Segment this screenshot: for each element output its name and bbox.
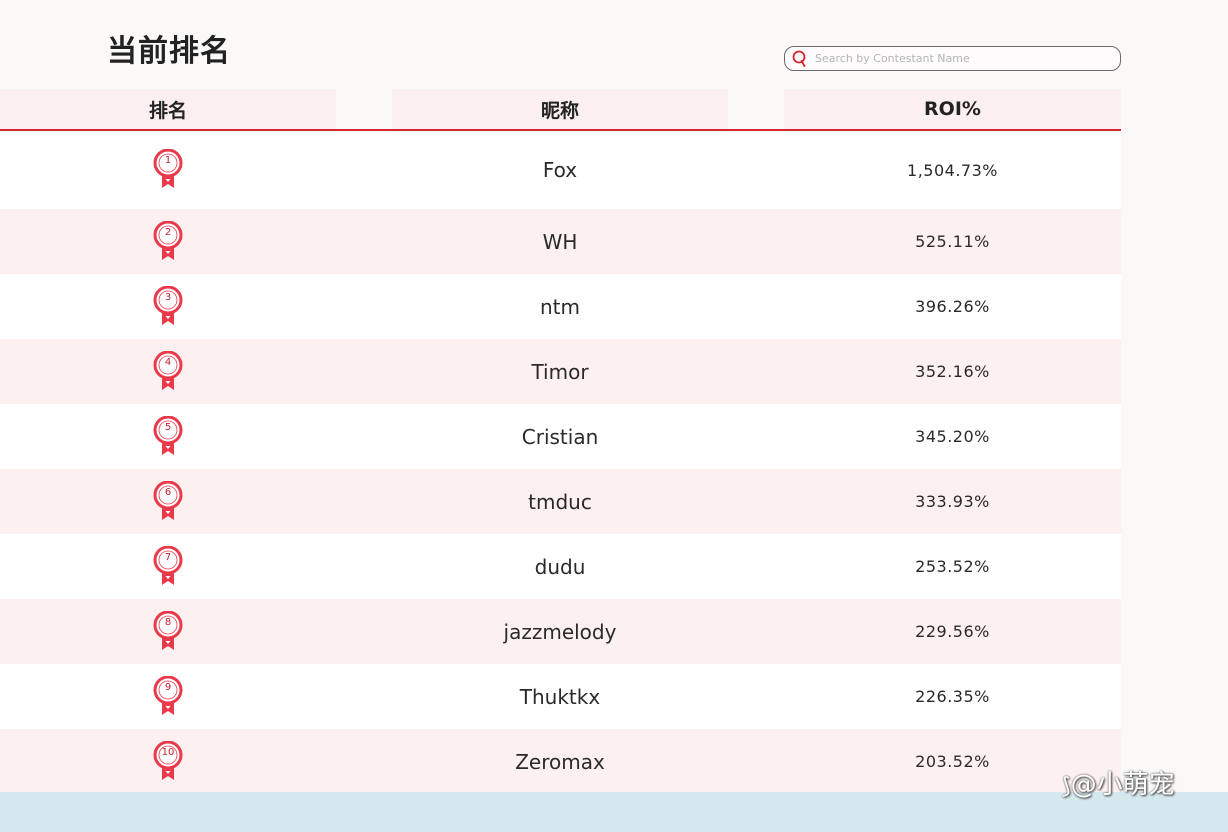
contestant-name: Fox — [542, 158, 578, 182]
contestant-name: Cristian — [521, 424, 599, 449]
search-icon — [792, 50, 806, 67]
medal-ribbon-icon: 5 — [152, 415, 184, 458]
rank-number: 3 — [164, 291, 172, 303]
medal-ribbon-icon: 4 — [152, 350, 184, 393]
rank-cell: 6 — [0, 469, 336, 534]
contestant-name: ntm — [540, 294, 580, 319]
table-row[interactable]: 9 Thuktkx 226.35% — [0, 664, 1121, 729]
rank-cell: 2 — [0, 209, 336, 274]
table-row[interactable]: 6 tmduc 333.93% — [0, 469, 1121, 534]
rank-cell: 7 — [0, 534, 336, 599]
contestant-name: Thuktkx — [519, 684, 601, 709]
table-row[interactable]: 4 Timor 352.16% — [0, 339, 1121, 404]
rank-number: 2 — [164, 226, 172, 238]
table-row[interactable]: 10 Zeromax 203.52% — [0, 729, 1121, 794]
rank-number: 7 — [164, 551, 172, 563]
search-box[interactable] — [784, 46, 1121, 71]
rank-number: 8 — [164, 616, 172, 628]
rank-number: 1 — [164, 155, 172, 166]
watermark: ⟆@小萌宠 — [1062, 764, 1175, 801]
rank-cell: 10 — [0, 729, 336, 794]
contestant-name: jazzmelody — [503, 619, 617, 644]
rank-cell: 5 — [0, 404, 336, 469]
header-roi[interactable]: ROI% — [784, 89, 1121, 129]
rank-number: 5 — [164, 421, 172, 433]
medal-ribbon-icon: 10 — [152, 740, 184, 783]
bottom-band — [0, 792, 1228, 832]
medal-ribbon-icon: 9 — [152, 675, 184, 718]
medal-ribbon-icon: 6 — [152, 480, 184, 523]
contestant-name: WH — [542, 229, 578, 254]
table-header: 排名 昵称 ROI% — [0, 89, 1121, 131]
roi-value: 229.56% — [915, 622, 990, 641]
table-row[interactable]: 5 Cristian 345.20% — [0, 404, 1121, 469]
page-title: 当前排名 — [107, 34, 231, 69]
medal-ribbon-icon: 2 — [152, 220, 184, 263]
roi-value: 253.52% — [915, 557, 990, 576]
roi-value: 396.26% — [915, 297, 990, 316]
medal-ribbon-icon: 3 — [152, 285, 184, 328]
rank-cell: 3 — [0, 274, 336, 339]
rank-cell: 4 — [0, 339, 336, 404]
table-row[interactable]: 1 Fox 1,504.73% — [0, 131, 1121, 209]
roi-value: 226.35% — [915, 687, 990, 706]
header-divider — [0, 129, 1121, 131]
table-row[interactable]: 3 ntm 396.26% — [0, 274, 1121, 339]
contestant-name: Zeromax — [515, 749, 605, 774]
ranking-table: 1 Fox 1,504.73% 2 WH 525.11% 3 ntm 396.2… — [0, 131, 1121, 794]
table-row[interactable]: 7 dudu 253.52% — [0, 534, 1121, 599]
medal-ribbon-icon: 7 — [152, 545, 184, 588]
contestant-name: tmduc — [528, 489, 592, 514]
roi-value: 333.93% — [915, 492, 990, 511]
roi-value: 352.16% — [915, 362, 990, 381]
header-rank[interactable]: 排名 — [0, 89, 336, 129]
table-row[interactable]: 2 WH 525.11% — [0, 209, 1121, 274]
rank-number: 9 — [164, 681, 172, 693]
roi-value: 203.52% — [915, 752, 990, 771]
rank-number: 10 — [161, 746, 175, 758]
zhihu-logo-icon: ⟆ — [1062, 774, 1071, 799]
watermark-text: @小萌宠 — [1070, 770, 1175, 800]
medal-ribbon-icon: 8 — [152, 610, 184, 653]
medal-ribbon-icon: 1 — [152, 149, 184, 191]
contestant-name: dudu — [534, 554, 586, 579]
rank-number: 6 — [164, 486, 172, 498]
roi-value: 525.11% — [915, 232, 990, 251]
table-row[interactable]: 8 jazzmelody 229.56% — [0, 599, 1121, 664]
rank-cell: 8 — [0, 599, 336, 664]
roi-value: 1,504.73% — [907, 160, 998, 180]
header-name[interactable]: 昵称 — [392, 89, 728, 129]
rank-number: 4 — [164, 356, 172, 368]
rank-cell: 9 — [0, 664, 336, 729]
search-input[interactable] — [815, 52, 1105, 65]
contestant-name: Timor — [531, 359, 589, 384]
roi-value: 345.20% — [915, 427, 990, 446]
rank-cell: 1 — [0, 131, 336, 209]
